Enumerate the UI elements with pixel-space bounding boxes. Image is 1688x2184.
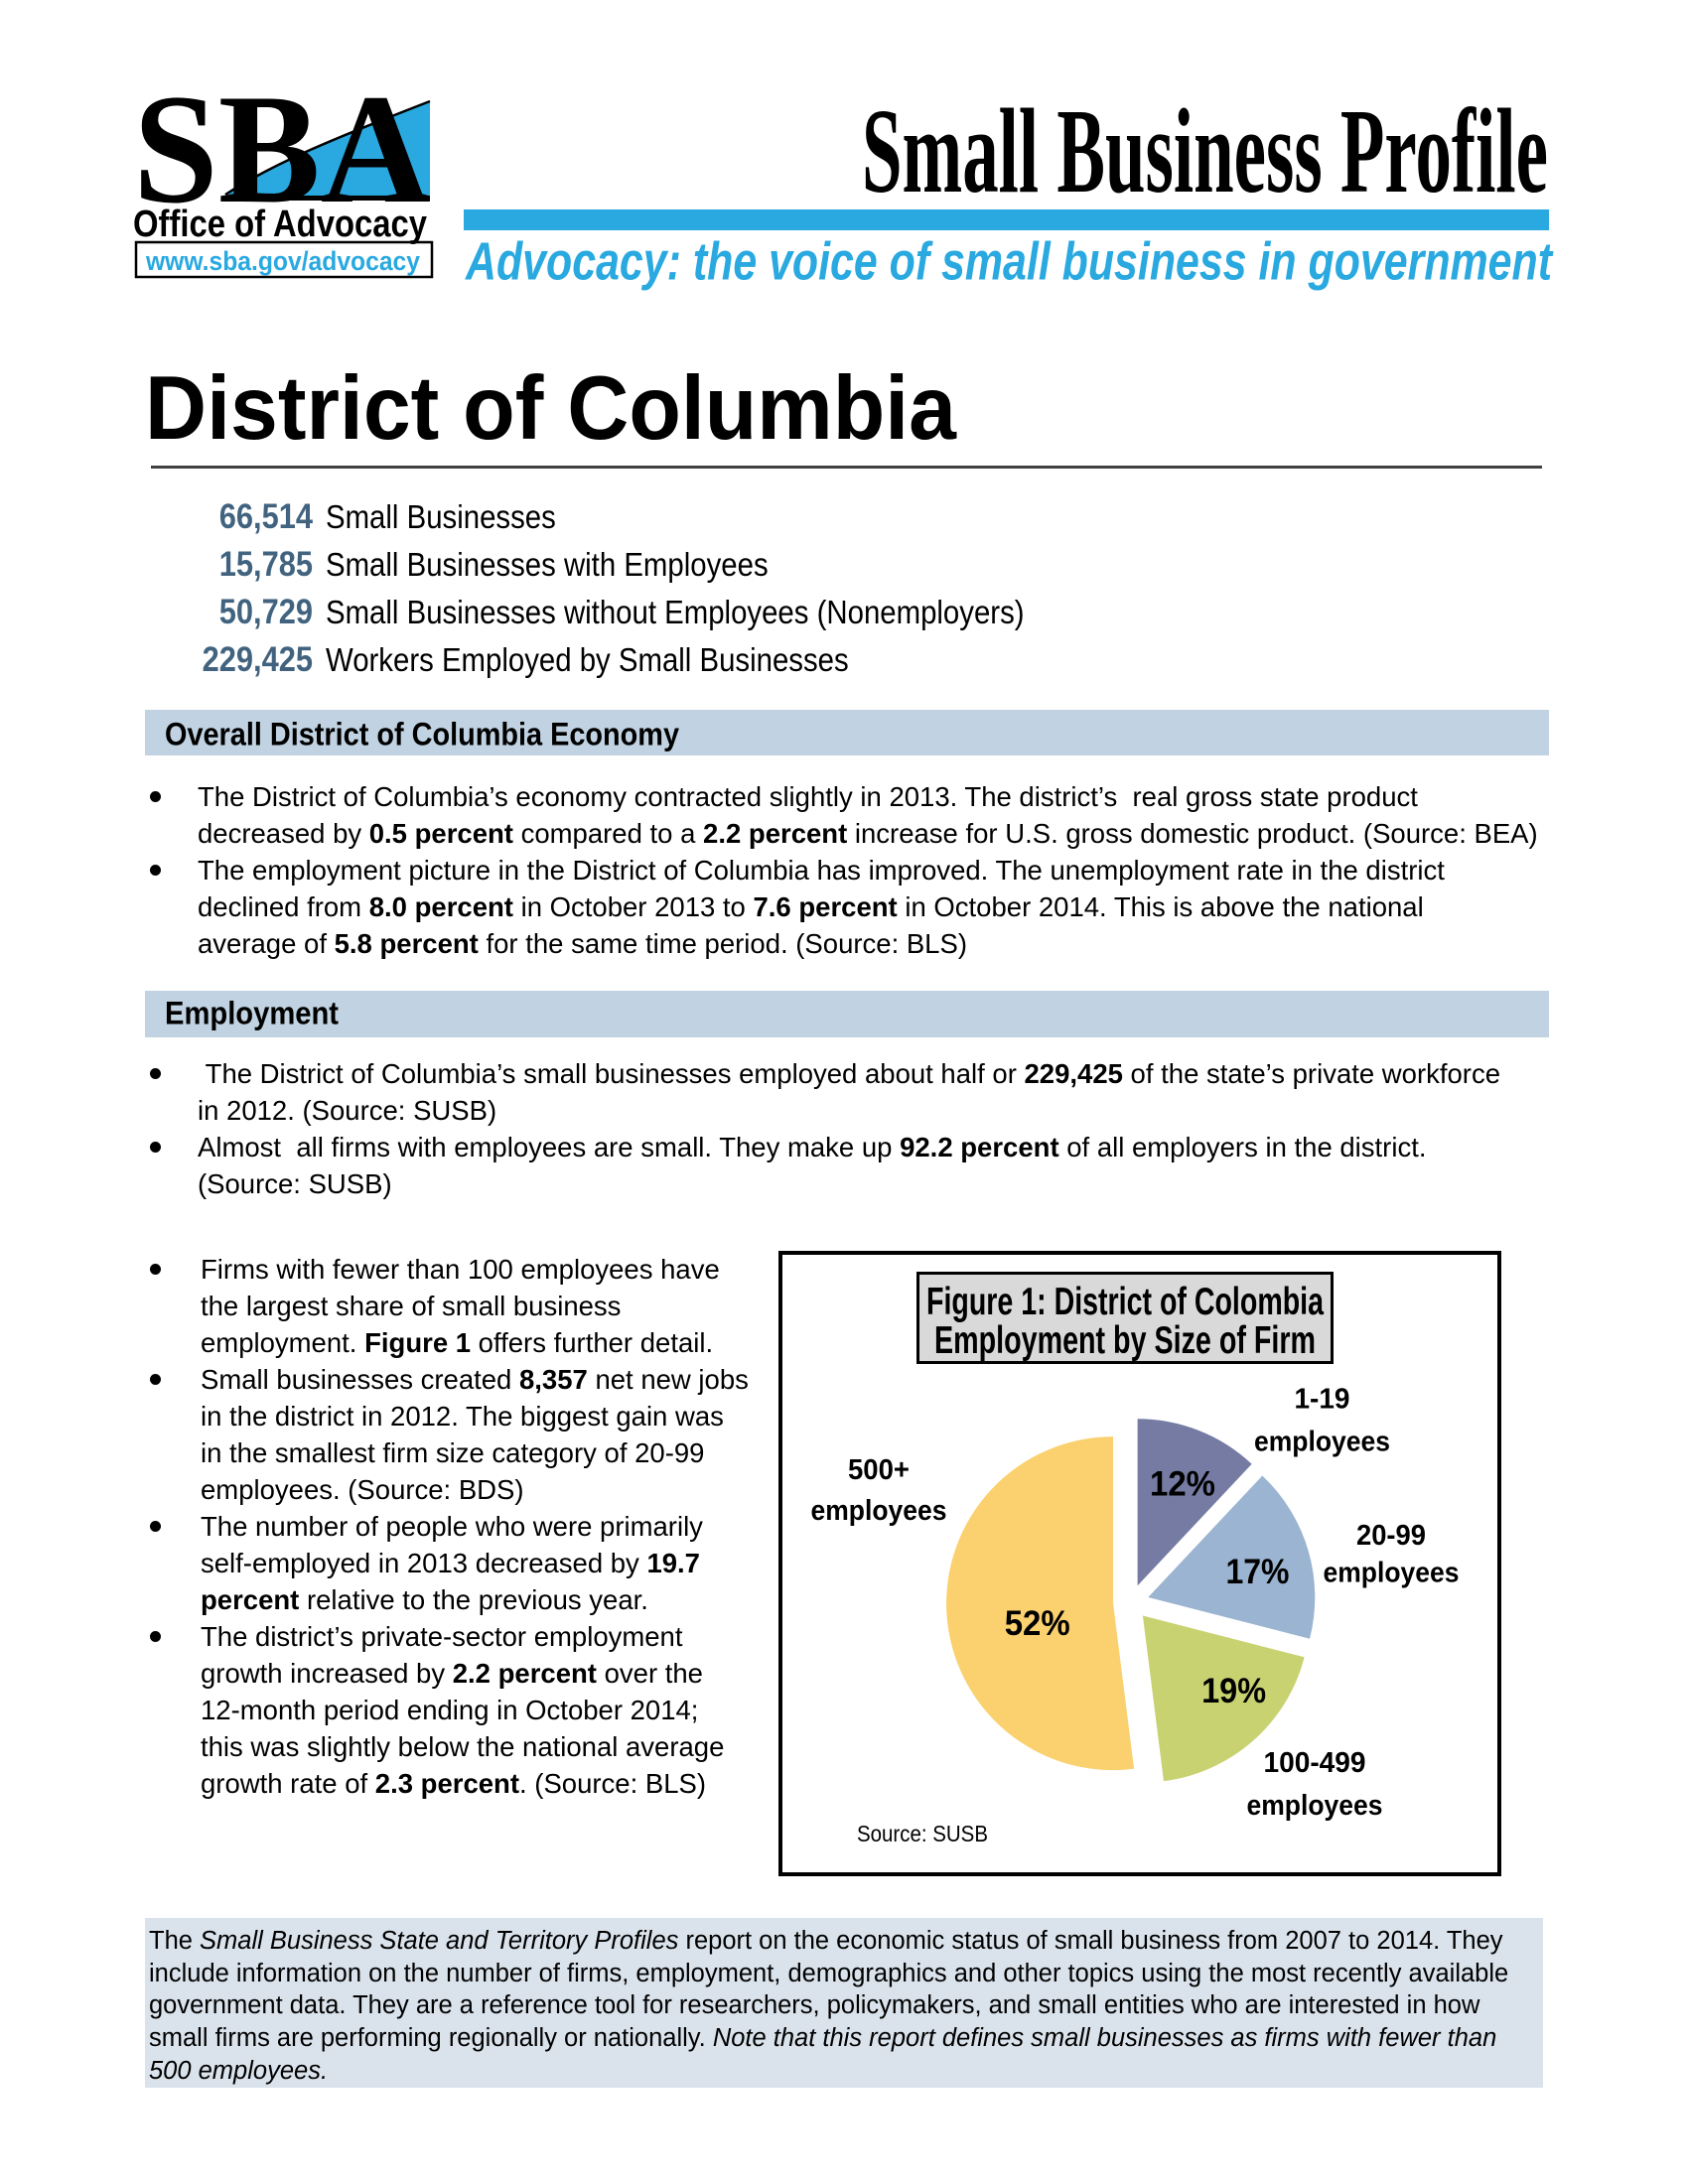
svg-text:Employment by Size of Firm: Employment by Size of Firm	[934, 1319, 1316, 1362]
svg-text:employees: employees	[1247, 1790, 1383, 1822]
svg-text:Figure 1: District of Colombia: Figure 1: District of Colombia	[926, 1281, 1324, 1323]
svg-text:100-499: 100-499	[1264, 1747, 1366, 1779]
svg-text:1-19: 1-19	[1295, 1383, 1350, 1415]
svg-text:Office of Advocacy: Office of Advocacy	[133, 204, 427, 245]
svg-text:Overall District of Columbia E: Overall District of Columbia Economy	[165, 716, 679, 751]
svg-text:employees: employees	[1254, 1427, 1390, 1458]
svg-text:52%: 52%	[1005, 1604, 1070, 1643]
svg-text:employees: employees	[811, 1495, 947, 1527]
svg-text:SBA: SBA	[133, 84, 431, 236]
svg-text:12%: 12%	[1150, 1464, 1215, 1503]
svg-text:20-99: 20-99	[1356, 1520, 1426, 1552]
svg-text:Advocacy: the voice of small b: Advocacy: the voice of small business in…	[464, 232, 1553, 292]
svg-text:www.sba.gov/advocacy: www.sba.gov/advocacy	[145, 246, 420, 276]
svg-text:500+: 500+	[848, 1454, 910, 1486]
svg-text:19%: 19%	[1201, 1672, 1266, 1710]
svg-text:Source: SUSB: Source: SUSB	[857, 1821, 988, 1846]
svg-text:Employment: Employment	[165, 995, 339, 1030]
svg-text:17%: 17%	[1226, 1553, 1290, 1591]
svg-text:Small Business Profile: Small Business Profile	[862, 84, 1548, 218]
svg-text:District of Columbia: District of Columbia	[145, 358, 957, 459]
svg-text:employees: employees	[1324, 1558, 1460, 1589]
